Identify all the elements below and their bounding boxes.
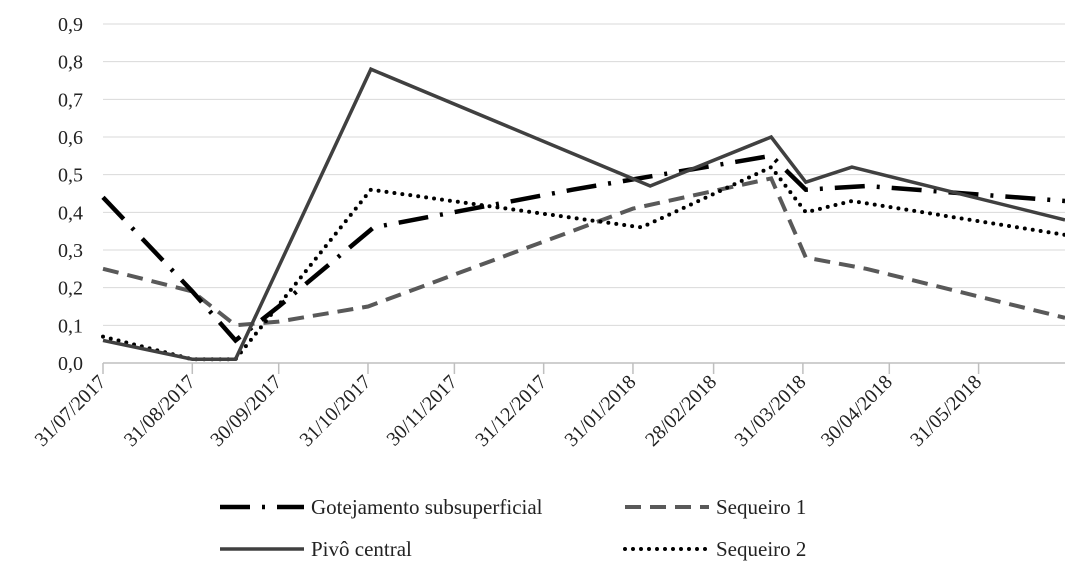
axes — [102, 362, 1065, 374]
legend-item: Pivô central — [220, 537, 412, 561]
series-line-gotejamento-subsuperficial — [101, 153, 1065, 344]
x-tick-label: 31/10/2017 — [296, 371, 376, 451]
y-tick-label: 0,2 — [58, 278, 83, 300]
y-tick-label: 0,9 — [58, 14, 83, 36]
legend-item: Sequeiro 2 — [623, 537, 806, 561]
x-tick-labels: 31/07/2017 31/08/2017 30/09/2017 31/10/2017… — [31, 371, 987, 451]
legend-item: Sequeiro 1 — [625, 495, 806, 519]
series-line-sequeiro-2 — [101, 164, 1065, 362]
gridlines — [103, 23, 1065, 326]
y-tick-label: 0,6 — [58, 127, 83, 149]
y-tick-label: 0,3 — [58, 240, 83, 262]
y-tick-label: 0,8 — [58, 52, 83, 74]
x-tick-label: 31/07/2017 — [31, 371, 111, 451]
series-line-piv-central — [102, 66, 1065, 361]
y-tick-label: 0,0 — [58, 353, 83, 375]
y-tick-label: 0,4 — [58, 202, 83, 224]
legend-label: Pivô central — [311, 537, 412, 561]
x-tick-label: 31/03/2018 — [730, 371, 810, 451]
legend: Gotejamento subsuperficial Sequeiro 1 Pivô… — [220, 495, 806, 561]
legend-label: Sequeiro 2 — [716, 537, 806, 561]
y-tick-label: 0,5 — [58, 165, 83, 187]
legend-label: Sequeiro 1 — [716, 495, 806, 519]
x-tick-label: 31/12/2017 — [471, 371, 551, 451]
series-lines — [101, 66, 1065, 362]
y-tick-labels: 0,0 0,1 0,2 0,3 0,4 0,5 0,6 0,7 0,8 0,9 — [58, 14, 83, 375]
x-tick-label: 31/01/2018 — [561, 371, 641, 451]
x-tick-label: 28/02/2018 — [641, 371, 721, 451]
legend-item: Gotejamento subsuperficial — [220, 495, 543, 519]
y-tick-label: 0,1 — [58, 315, 83, 337]
legend-label: Gotejamento subsuperficial — [311, 495, 543, 519]
x-tick-label: 31/05/2018 — [906, 371, 986, 451]
x-tick-label: 30/11/2017 — [382, 371, 461, 450]
x-tick-label: 30/09/2017 — [206, 371, 286, 451]
x-tick-label: 31/08/2017 — [120, 371, 200, 451]
y-tick-label: 0,7 — [58, 89, 83, 111]
series-line-sequeiro-1 — [102, 176, 1065, 328]
x-tick-label: 30/04/2018 — [817, 371, 897, 451]
